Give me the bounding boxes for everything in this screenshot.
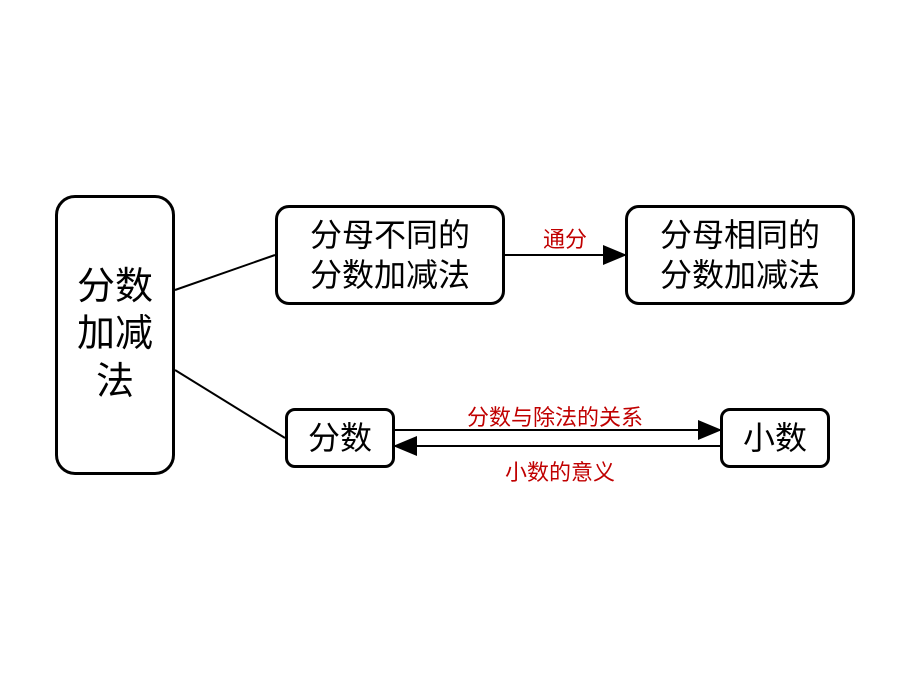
label-tongfen: 通分 [525,222,605,254]
edge-root-to-fraction [175,370,285,438]
node-root: 分数加减法 [55,195,175,475]
node-fraction: 分数 [285,408,395,468]
node-same-denominator: 分母相同的分数加减法 [625,205,855,305]
label-decimal-meaning: 小数的意义 [480,455,640,487]
edge-root-to-diff [175,255,275,290]
node-decimal: 小数 [720,408,830,468]
label-fraction-division-relation: 分数与除法的关系 [445,400,665,432]
node-diff-denominator: 分母不同的分数加减法 [275,205,505,305]
